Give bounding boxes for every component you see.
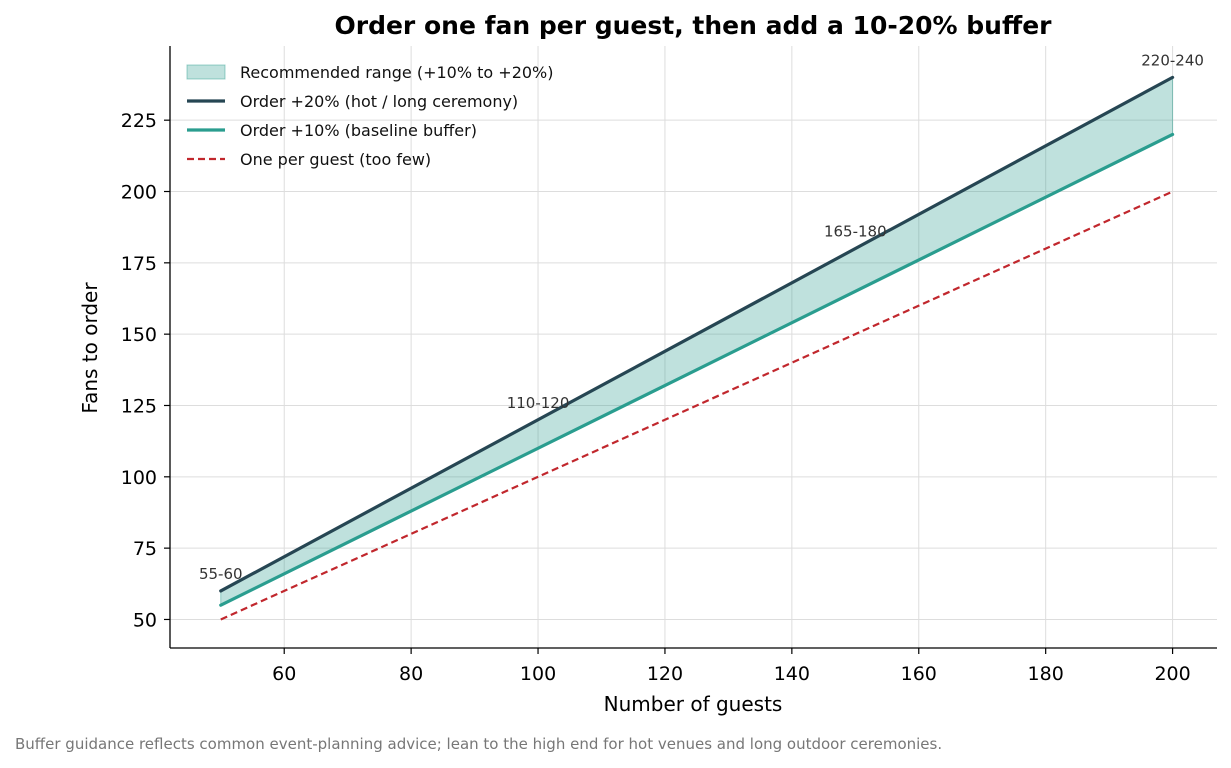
x-tick-label: 120 xyxy=(647,663,683,685)
series-line-low xyxy=(219,132,1175,607)
x-tick-label: 180 xyxy=(1028,663,1064,685)
caption: Buffer guidance reflects common event-pl… xyxy=(15,735,943,753)
x-tick-label: 160 xyxy=(901,663,937,685)
y-axis-label: Fans to order xyxy=(78,282,102,414)
series-line-high xyxy=(219,75,1175,593)
y-tick-label: 75 xyxy=(133,538,157,560)
annotation-label: 110-120 xyxy=(507,394,570,412)
series-lines xyxy=(219,75,1175,621)
legend-label: Recommended range (+10% to +20%) xyxy=(240,63,554,82)
y-tick-label: 200 xyxy=(121,182,157,204)
chart-title: Order one fan per guest, then add a 10-2… xyxy=(335,11,1053,40)
y-tick-label: 225 xyxy=(121,110,157,132)
legend-label: Order +10% (baseline buffer) xyxy=(240,121,477,140)
x-tick-label: 80 xyxy=(399,663,423,685)
y-tick-label: 125 xyxy=(121,395,157,417)
y-tick-label: 175 xyxy=(121,253,157,275)
legend: Recommended range (+10% to +20%) Order +2… xyxy=(186,63,554,169)
x-tick-label: 100 xyxy=(520,663,556,685)
legend-label: Order +20% (hot / long ceremony) xyxy=(240,92,518,111)
series-line-base xyxy=(220,190,1174,621)
x-tick-label: 60 xyxy=(272,663,296,685)
annotation-label: 55-60 xyxy=(199,565,243,583)
y-tick-label: 50 xyxy=(133,609,157,631)
x-tick-label: 140 xyxy=(774,663,810,685)
annotation-label: 165-180 xyxy=(824,223,887,241)
annotation-label: 220-240 xyxy=(1141,51,1204,69)
legend-swatch-band xyxy=(186,64,226,80)
y-tick-label: 150 xyxy=(121,324,157,346)
ticks: 60 80 100 120 140 160 180 200 50 75 100 125 150 175 20… xyxy=(121,110,1191,685)
annotations: 55-60 110-120 165-180 220-240 xyxy=(199,51,1204,583)
x-axis-label: Number of guests xyxy=(604,692,783,716)
legend-label: One per guest (too few) xyxy=(240,150,431,169)
y-tick-label: 100 xyxy=(121,467,157,489)
x-tick-label: 200 xyxy=(1154,663,1190,685)
